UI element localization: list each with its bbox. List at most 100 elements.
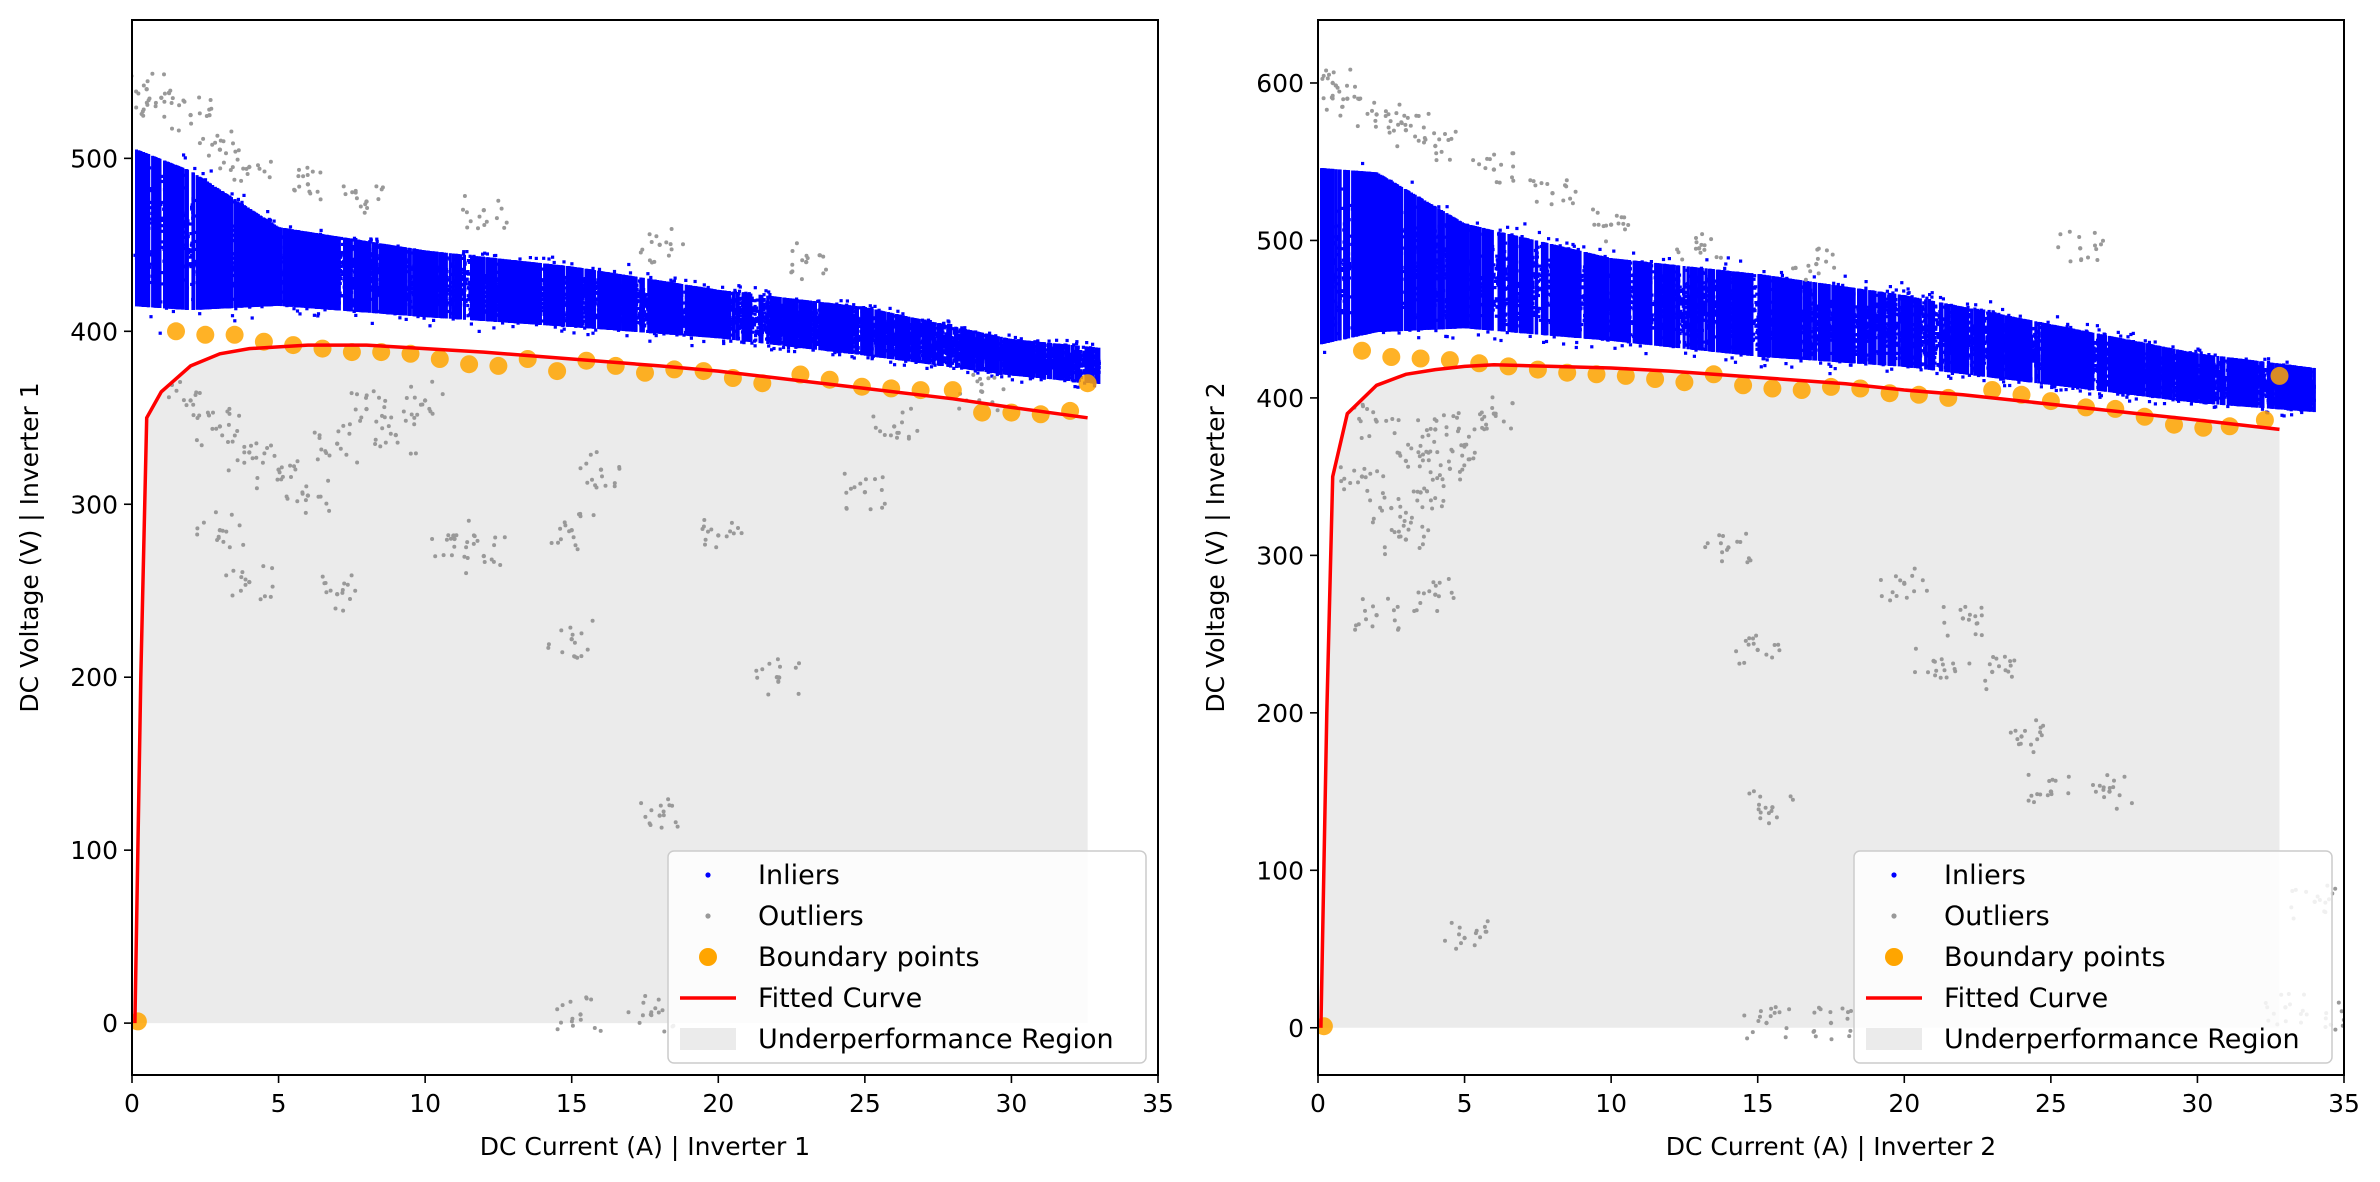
outlier-point: [1609, 223, 1613, 227]
y-tick-label: 500: [70, 144, 118, 173]
y-tick-label: 200: [1256, 699, 1304, 728]
x-tick-label: 5: [1457, 1089, 1473, 1118]
legend-label: Boundary points: [758, 942, 980, 973]
outlier-point: [247, 580, 251, 584]
outlier-point: [658, 813, 662, 817]
y-tick-label: 0: [102, 1009, 118, 1038]
boundary-point: [2271, 367, 2289, 385]
legend-marker-outliers: [1891, 913, 1896, 918]
boundary-point: [2042, 392, 2060, 410]
boundary-point: [973, 404, 991, 422]
outlier-point: [2019, 734, 2023, 738]
outlier-point: [1404, 459, 1408, 463]
x-tick-label: 35: [1142, 1089, 1174, 1118]
boundary-point: [1079, 374, 1097, 392]
outlier-point: [1550, 191, 1554, 195]
legend-label: Fitted Curve: [758, 983, 922, 1014]
outlier-point: [335, 442, 339, 446]
outlier-point: [1360, 474, 1364, 478]
outlier-point: [1829, 1021, 1833, 1025]
legend-marker-boundary: [1885, 948, 1903, 966]
boundary-point: [1734, 376, 1752, 394]
boundary-point: [882, 379, 900, 397]
outlier-point: [599, 468, 603, 472]
outlier-point: [159, 96, 163, 100]
y-tick-label: 400: [70, 317, 118, 346]
boundary-point: [489, 357, 507, 375]
x-tick-label: 30: [2182, 1089, 2214, 1118]
x-tick-label: 10: [1595, 1089, 1627, 1118]
legend-label: Inliers: [1944, 860, 2026, 891]
outlier-point: [1433, 593, 1437, 597]
outlier-point: [716, 533, 720, 537]
y-tick-label: 400: [1256, 384, 1304, 413]
y-tick-label: 300: [70, 490, 118, 519]
boundary-point: [196, 326, 214, 344]
boundary-point: [460, 355, 478, 373]
outlier-point: [863, 490, 867, 494]
x-tick-label: 15: [1742, 1089, 1774, 1118]
outlier-point: [658, 243, 662, 247]
y-axis-label: DC Voltage (V) | Inverter 2: [1201, 382, 1230, 712]
boundary-point: [548, 362, 566, 380]
outlier-point: [1814, 262, 1818, 266]
outlier-point: [1961, 616, 1965, 620]
legend-label: Boundary points: [1944, 942, 2166, 973]
outlier-point: [482, 208, 486, 212]
y-tick-label: 200: [70, 663, 118, 692]
boundary-point: [1646, 370, 1664, 388]
boundary-point: [2221, 417, 2239, 435]
outlier-point: [218, 424, 222, 428]
boundary-point: [226, 326, 244, 344]
boundary-point: [1032, 405, 1050, 423]
outlier-point: [892, 424, 896, 428]
outlier-point: [364, 407, 368, 411]
outlier-point: [1764, 1021, 1768, 1025]
outlier-point: [2078, 246, 2082, 250]
y-tick-label: 100: [70, 836, 118, 865]
boundary-point: [1470, 354, 1488, 372]
outlier-point: [578, 1012, 582, 1016]
outlier-point: [188, 113, 192, 117]
y-tick-label: 0: [1288, 1014, 1304, 1043]
boundary-point: [1851, 380, 1869, 398]
x-tick-label: 15: [556, 1089, 588, 1118]
x-tick-label: 5: [271, 1089, 287, 1118]
legend-label: Underperformance Region: [758, 1024, 1114, 1055]
outlier-point: [1990, 670, 1994, 674]
legend-marker-boundary: [699, 948, 717, 966]
outlier-point: [482, 554, 486, 558]
boundary-point: [1382, 348, 1400, 366]
outlier-point: [247, 450, 251, 454]
boundary-point: [1412, 350, 1430, 368]
boundary-point: [167, 322, 185, 340]
outlier-point: [570, 637, 574, 641]
outlier-point: [335, 592, 339, 596]
outlier-point: [1404, 537, 1408, 541]
boundary-point: [1763, 380, 1781, 398]
boundary-point: [2136, 408, 2154, 426]
x-tick-label: 30: [996, 1089, 1028, 1118]
y-tick-label: 600: [1256, 69, 1304, 98]
y-tick-label: 100: [1256, 856, 1304, 885]
legend-marker-outliers: [705, 913, 710, 918]
outlier-point: [1345, 97, 1349, 101]
x-tick-label: 0: [124, 1089, 140, 1118]
outlier-point: [1374, 613, 1378, 617]
y-tick-label: 300: [1256, 541, 1304, 570]
boundary-point: [519, 350, 537, 368]
outlier-point: [1492, 167, 1496, 171]
outlier-point: [804, 260, 808, 264]
outlier-point: [2107, 789, 2111, 793]
x-tick-label: 20: [1888, 1089, 1920, 1118]
legend-label: Outliers: [1944, 901, 2050, 932]
legend-marker-region: [1866, 1028, 1922, 1050]
outlier-point: [188, 398, 192, 402]
outlier-point: [1756, 648, 1760, 652]
x-tick-label: 25: [849, 1089, 881, 1118]
boundary-point: [1675, 373, 1693, 391]
